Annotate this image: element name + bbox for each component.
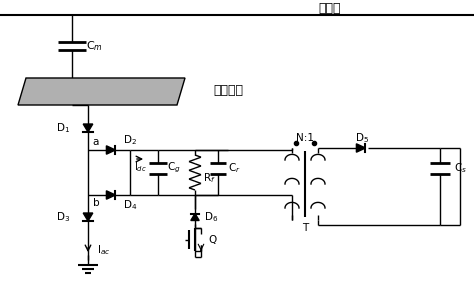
Text: D$_5$: D$_5$ (355, 131, 369, 145)
Polygon shape (356, 144, 365, 152)
Polygon shape (191, 214, 199, 220)
Text: I$_{ac}$: I$_{ac}$ (97, 243, 111, 257)
Text: C$_s$: C$_s$ (454, 161, 466, 175)
Polygon shape (106, 146, 116, 154)
Text: C$_m$: C$_m$ (85, 39, 102, 53)
Text: T: T (302, 223, 308, 233)
Polygon shape (83, 213, 93, 221)
Polygon shape (83, 124, 93, 132)
Text: C$_r$: C$_r$ (228, 161, 240, 175)
Text: D$_6$: D$_6$ (204, 210, 218, 224)
Text: b: b (93, 198, 100, 208)
Text: D$_2$: D$_2$ (123, 133, 137, 147)
Text: a: a (93, 137, 99, 147)
Text: R$_f$: R$_f$ (202, 171, 215, 185)
Text: N:1: N:1 (296, 133, 314, 143)
Text: D$_4$: D$_4$ (123, 198, 137, 212)
Text: 电力线: 电力线 (319, 1, 341, 15)
Text: D$_3$: D$_3$ (56, 210, 70, 224)
Polygon shape (106, 191, 116, 199)
Text: I$_{dc}$: I$_{dc}$ (134, 160, 146, 174)
Text: C$_g$: C$_g$ (167, 161, 181, 175)
Text: D$_1$: D$_1$ (56, 121, 70, 135)
Text: 金属极板: 金属极板 (213, 83, 243, 97)
Polygon shape (18, 78, 185, 105)
Text: Q: Q (209, 235, 217, 244)
